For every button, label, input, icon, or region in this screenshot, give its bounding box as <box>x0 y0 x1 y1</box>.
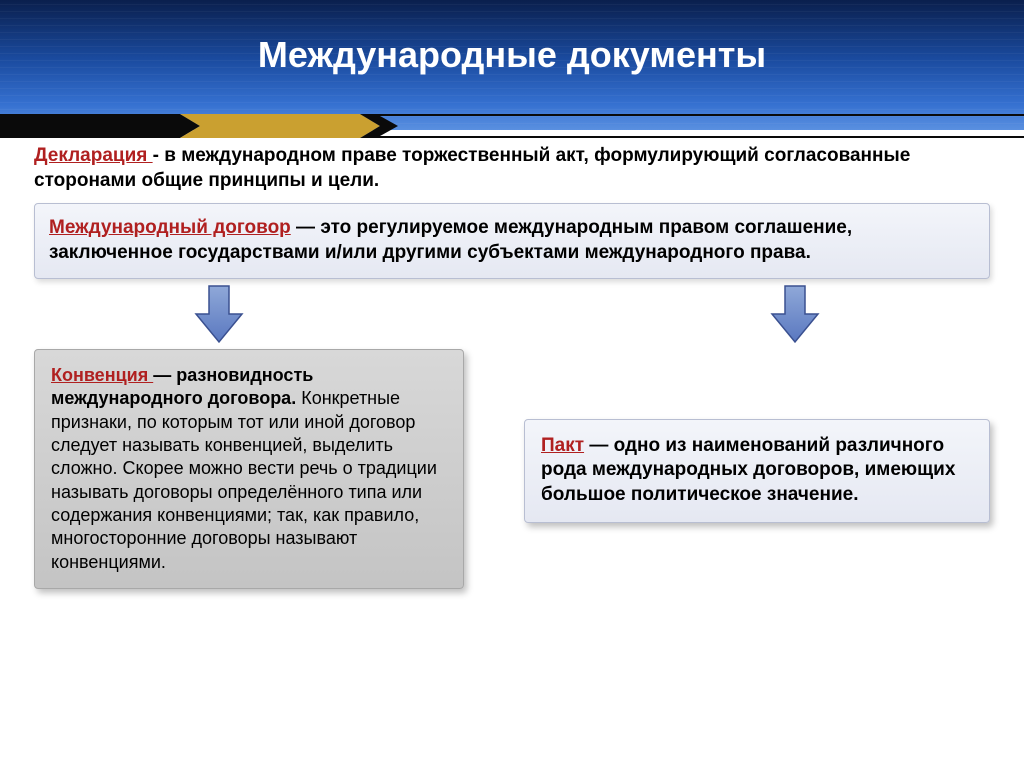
declaration-text: - в международном праве торжественный ак… <box>34 145 910 191</box>
convention-block: Конвенция — разновидность международного… <box>34 349 464 590</box>
slide-header: Международные документы <box>0 0 1024 130</box>
pact-term: Пакт <box>541 435 584 456</box>
declaration-term: Декларация <box>34 145 153 166</box>
arrow-down-left <box>194 284 244 344</box>
slide-title: Международные документы <box>258 34 766 76</box>
treaty-term: Международный договор <box>49 217 291 238</box>
arrow-down-right <box>770 284 820 344</box>
pact-text: — одно из наименований различного рода м… <box>541 435 955 505</box>
declaration-block: Декларация - в международном праве торже… <box>34 144 990 193</box>
treaty-block: Международный договор — это регулируемое… <box>34 203 990 278</box>
arrows-row <box>34 279 990 349</box>
pact-block: Пакт — одно из наименований различного р… <box>524 419 990 523</box>
lower-row: Конвенция — разновидность международного… <box>34 349 990 590</box>
slide-content: Декларация - в международном праве торже… <box>0 130 1024 589</box>
convention-term: Конвенция <box>51 365 153 385</box>
convention-body: Конкретные признаки, по которым тот или … <box>51 388 437 572</box>
